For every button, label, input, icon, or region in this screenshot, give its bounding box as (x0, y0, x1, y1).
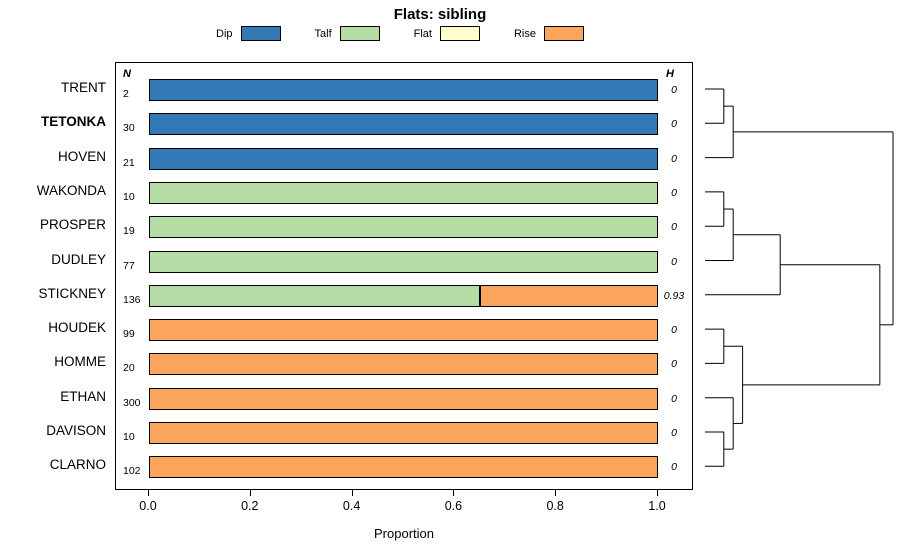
bar-segment-rise (149, 387, 658, 410)
category-label: HOUDEK (48, 320, 106, 336)
legend-swatch (544, 26, 584, 41)
bar-segment-talf (149, 216, 658, 239)
h-value: 0 (671, 118, 677, 131)
category-label: TRENT (61, 80, 106, 95)
n-value: 300 (123, 396, 141, 409)
legend-label: Flat (413, 27, 432, 40)
n-value: 19 (123, 225, 135, 238)
x-tick-mark (249, 490, 251, 496)
bar-segment-talf (149, 181, 658, 204)
legend-item: Flat (414, 26, 480, 41)
bar-segment-talf (149, 284, 480, 307)
h-value: 0 (671, 392, 677, 405)
category-label: STICKNEY (38, 285, 106, 301)
n-value: 102 (123, 465, 141, 478)
legend-swatch (439, 26, 480, 41)
bar-segment-rise (149, 353, 658, 376)
n-value: 99 (123, 328, 135, 341)
n-value: 10 (123, 431, 135, 443)
category-label: PROSPER (39, 217, 106, 233)
h-value: 0 (671, 221, 677, 234)
h-value: 0.93 (663, 289, 685, 302)
legend-label: Rise (513, 27, 536, 40)
category-label: TETONKA (40, 114, 106, 130)
h-column-header: H (666, 68, 674, 80)
category-label: HOMME (54, 354, 106, 370)
category-label: ETHAN (60, 388, 106, 404)
h-value: 0 (671, 84, 677, 96)
n-value: 77 (123, 259, 135, 272)
dendrogram (705, 88, 894, 467)
category-label: HOVEN (57, 148, 106, 164)
x-tick-label: 0.2 (241, 499, 259, 513)
h-value: 0 (671, 152, 677, 165)
x-tick-mark (351, 490, 353, 496)
legend-swatch (240, 26, 281, 41)
bar-segment-rise (149, 319, 658, 342)
plot-area: N H 2 0 30 0 21 0 10 0 19 0 77 0 136 0.93 99 0 20 0 300 0 10 0 1… (115, 62, 693, 490)
x-tick-label: 1.0 (648, 499, 666, 513)
bar-segment-dip (149, 113, 658, 136)
x-tick-label: 0.4 (342, 499, 361, 513)
legend-swatch (339, 26, 380, 41)
x-tick-mark (555, 490, 557, 496)
bar-segment-rise (149, 456, 658, 479)
x-tick-label: 0.0 (139, 499, 157, 513)
bar-segment-rise (479, 284, 658, 307)
category-label: DUDLEY (51, 251, 106, 267)
legend-item: Talf (315, 26, 380, 41)
h-value: 0 (671, 186, 677, 199)
n-column-header: N (123, 68, 131, 80)
n-value: 136 (123, 293, 141, 306)
legend-label: Dip (216, 27, 233, 40)
category-label: CLARNO (49, 457, 106, 473)
x-axis-title: Proportion (374, 526, 434, 541)
x-tick-label: 0.6 (444, 499, 463, 513)
x-tick-label: 0.8 (546, 499, 564, 513)
h-value: 0 (671, 461, 677, 474)
legend: Dip Talf Flat Rise (0, 26, 800, 41)
bar-segment-dip (149, 79, 658, 101)
n-value: 30 (123, 122, 135, 135)
chart-title: Flats: sibling (393, 6, 487, 23)
category-label: WAKONDA (36, 182, 106, 198)
n-value: 2 (123, 88, 129, 100)
x-tick-mark (453, 490, 455, 496)
x-tick-mark (657, 490, 658, 496)
legend-label: Talf (314, 27, 332, 40)
n-value: 10 (123, 190, 135, 203)
bar-segment-talf (149, 250, 658, 273)
h-value: 0 (671, 427, 677, 439)
n-value: 21 (123, 156, 135, 169)
x-tick-mark (148, 490, 149, 496)
category-label: DAVISON (46, 423, 106, 438)
bar-segment-dip (149, 147, 658, 170)
h-value: 0 (671, 358, 677, 371)
legend-item: Rise (514, 26, 584, 41)
bar-segment-rise (149, 422, 658, 444)
h-value: 0 (671, 324, 677, 337)
h-value: 0 (671, 255, 677, 268)
legend-item: Dip (216, 26, 281, 41)
n-value: 20 (123, 362, 135, 375)
